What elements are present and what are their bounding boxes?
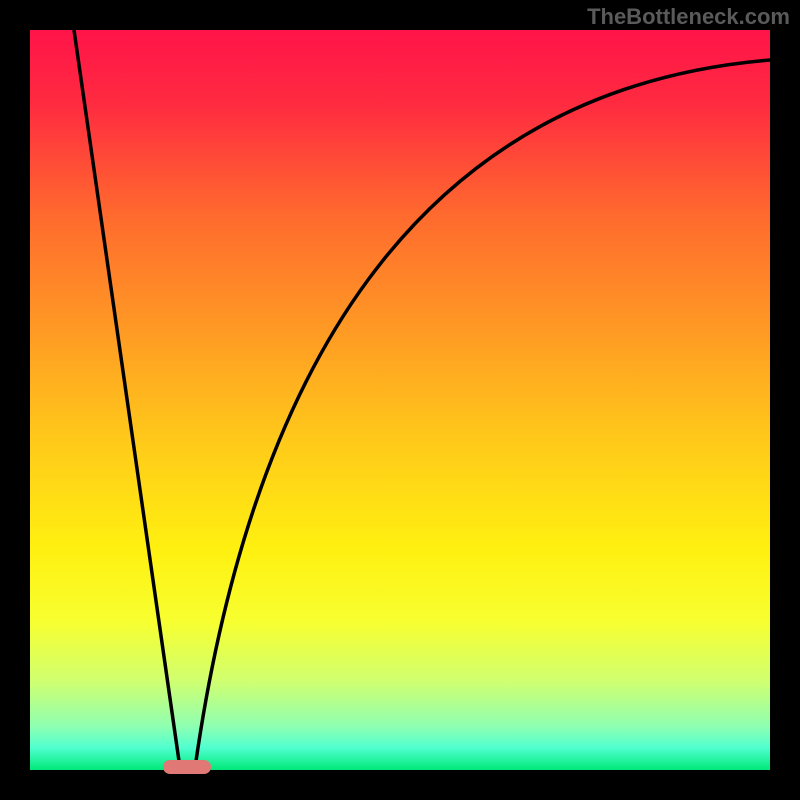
- watermark-text: TheBottleneck.com: [587, 4, 790, 30]
- curve-left-branch: [74, 30, 180, 768]
- curve-right-branch: [195, 60, 770, 768]
- chart-container: TheBottleneck.com: [0, 0, 800, 800]
- bottleneck-marker: [163, 760, 211, 774]
- plot-area: [30, 30, 770, 770]
- curve-layer: [30, 30, 770, 770]
